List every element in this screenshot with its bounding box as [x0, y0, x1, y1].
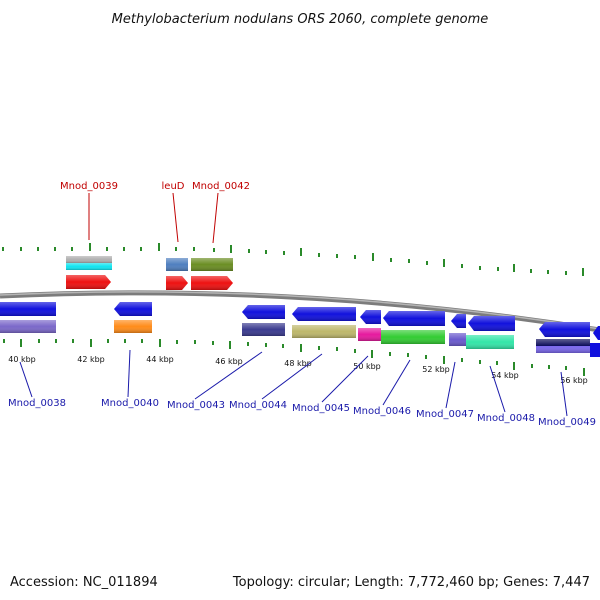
accession-text: Accession: NC_011894: [10, 575, 158, 590]
scale-label: 50 kbp: [353, 362, 381, 371]
reverse-gene-labels: Mnod_0038 Mnod_0040 Mnod_0043 Mnod_0044 …: [8, 398, 596, 428]
gene-label-mnod-0039: Mnod_0039: [60, 181, 118, 192]
map-title: Methylobacterium nodulans ORS 2060, comp…: [112, 12, 489, 27]
gene-label-mnod-0045: Mnod_0045: [292, 403, 350, 414]
scale-label: 46 kbp: [215, 357, 243, 366]
reverse-strand-features: [0, 302, 600, 357]
gene-label-mnod-0044: Mnod_0044: [229, 400, 287, 411]
bottom-tick-marks: [3, 339, 585, 376]
gene-arrow-next: [593, 326, 600, 340]
genome-summary-text: Topology: circular; Length: 7,772,460 bp…: [232, 575, 590, 590]
gene-label-leud: leuD: [162, 181, 185, 192]
scale-label: 42 kbp: [77, 355, 105, 364]
scale-label: 52 kbp: [422, 365, 450, 374]
scale-label: 54 kbp: [491, 371, 519, 380]
forward-leader-lines: [88, 192, 219, 244]
gene-label-mnod-0042: Mnod_0042: [192, 181, 250, 192]
gene-label-mnod-0038: Mnod_0038: [8, 398, 66, 409]
forward-strand-features: [66, 256, 233, 290]
forward-gene-labels: Mnod_0039 leuD Mnod_0042: [60, 181, 250, 192]
gene-label-mnod-0046: Mnod_0046: [353, 406, 411, 417]
top-tick-marks: [2, 243, 584, 276]
gene-label-mnod-0048: Mnod_0048: [477, 413, 535, 424]
scale-label: 48 kbp: [284, 359, 312, 368]
gene-label-mnod-0047: Mnod_0047: [416, 409, 474, 420]
feature-edge-next: [590, 343, 600, 357]
scale-label: 40 kbp: [8, 355, 36, 364]
scale-label: 56 kbp: [560, 376, 588, 385]
scale-labels: 40 kbp 42 kbp 44 kbp 46 kbp 48 kbp 50 kb…: [8, 355, 588, 385]
genome-backbone: [0, 290, 600, 333]
scale-label: 44 kbp: [146, 355, 174, 364]
gene-label-mnod-0043: Mnod_0043: [167, 400, 225, 411]
gene-label-mnod-0040: Mnod_0040: [101, 398, 159, 409]
label-leader-lines: [19, 349, 568, 417]
gene-label-mnod-0049: Mnod_0049: [538, 417, 596, 428]
